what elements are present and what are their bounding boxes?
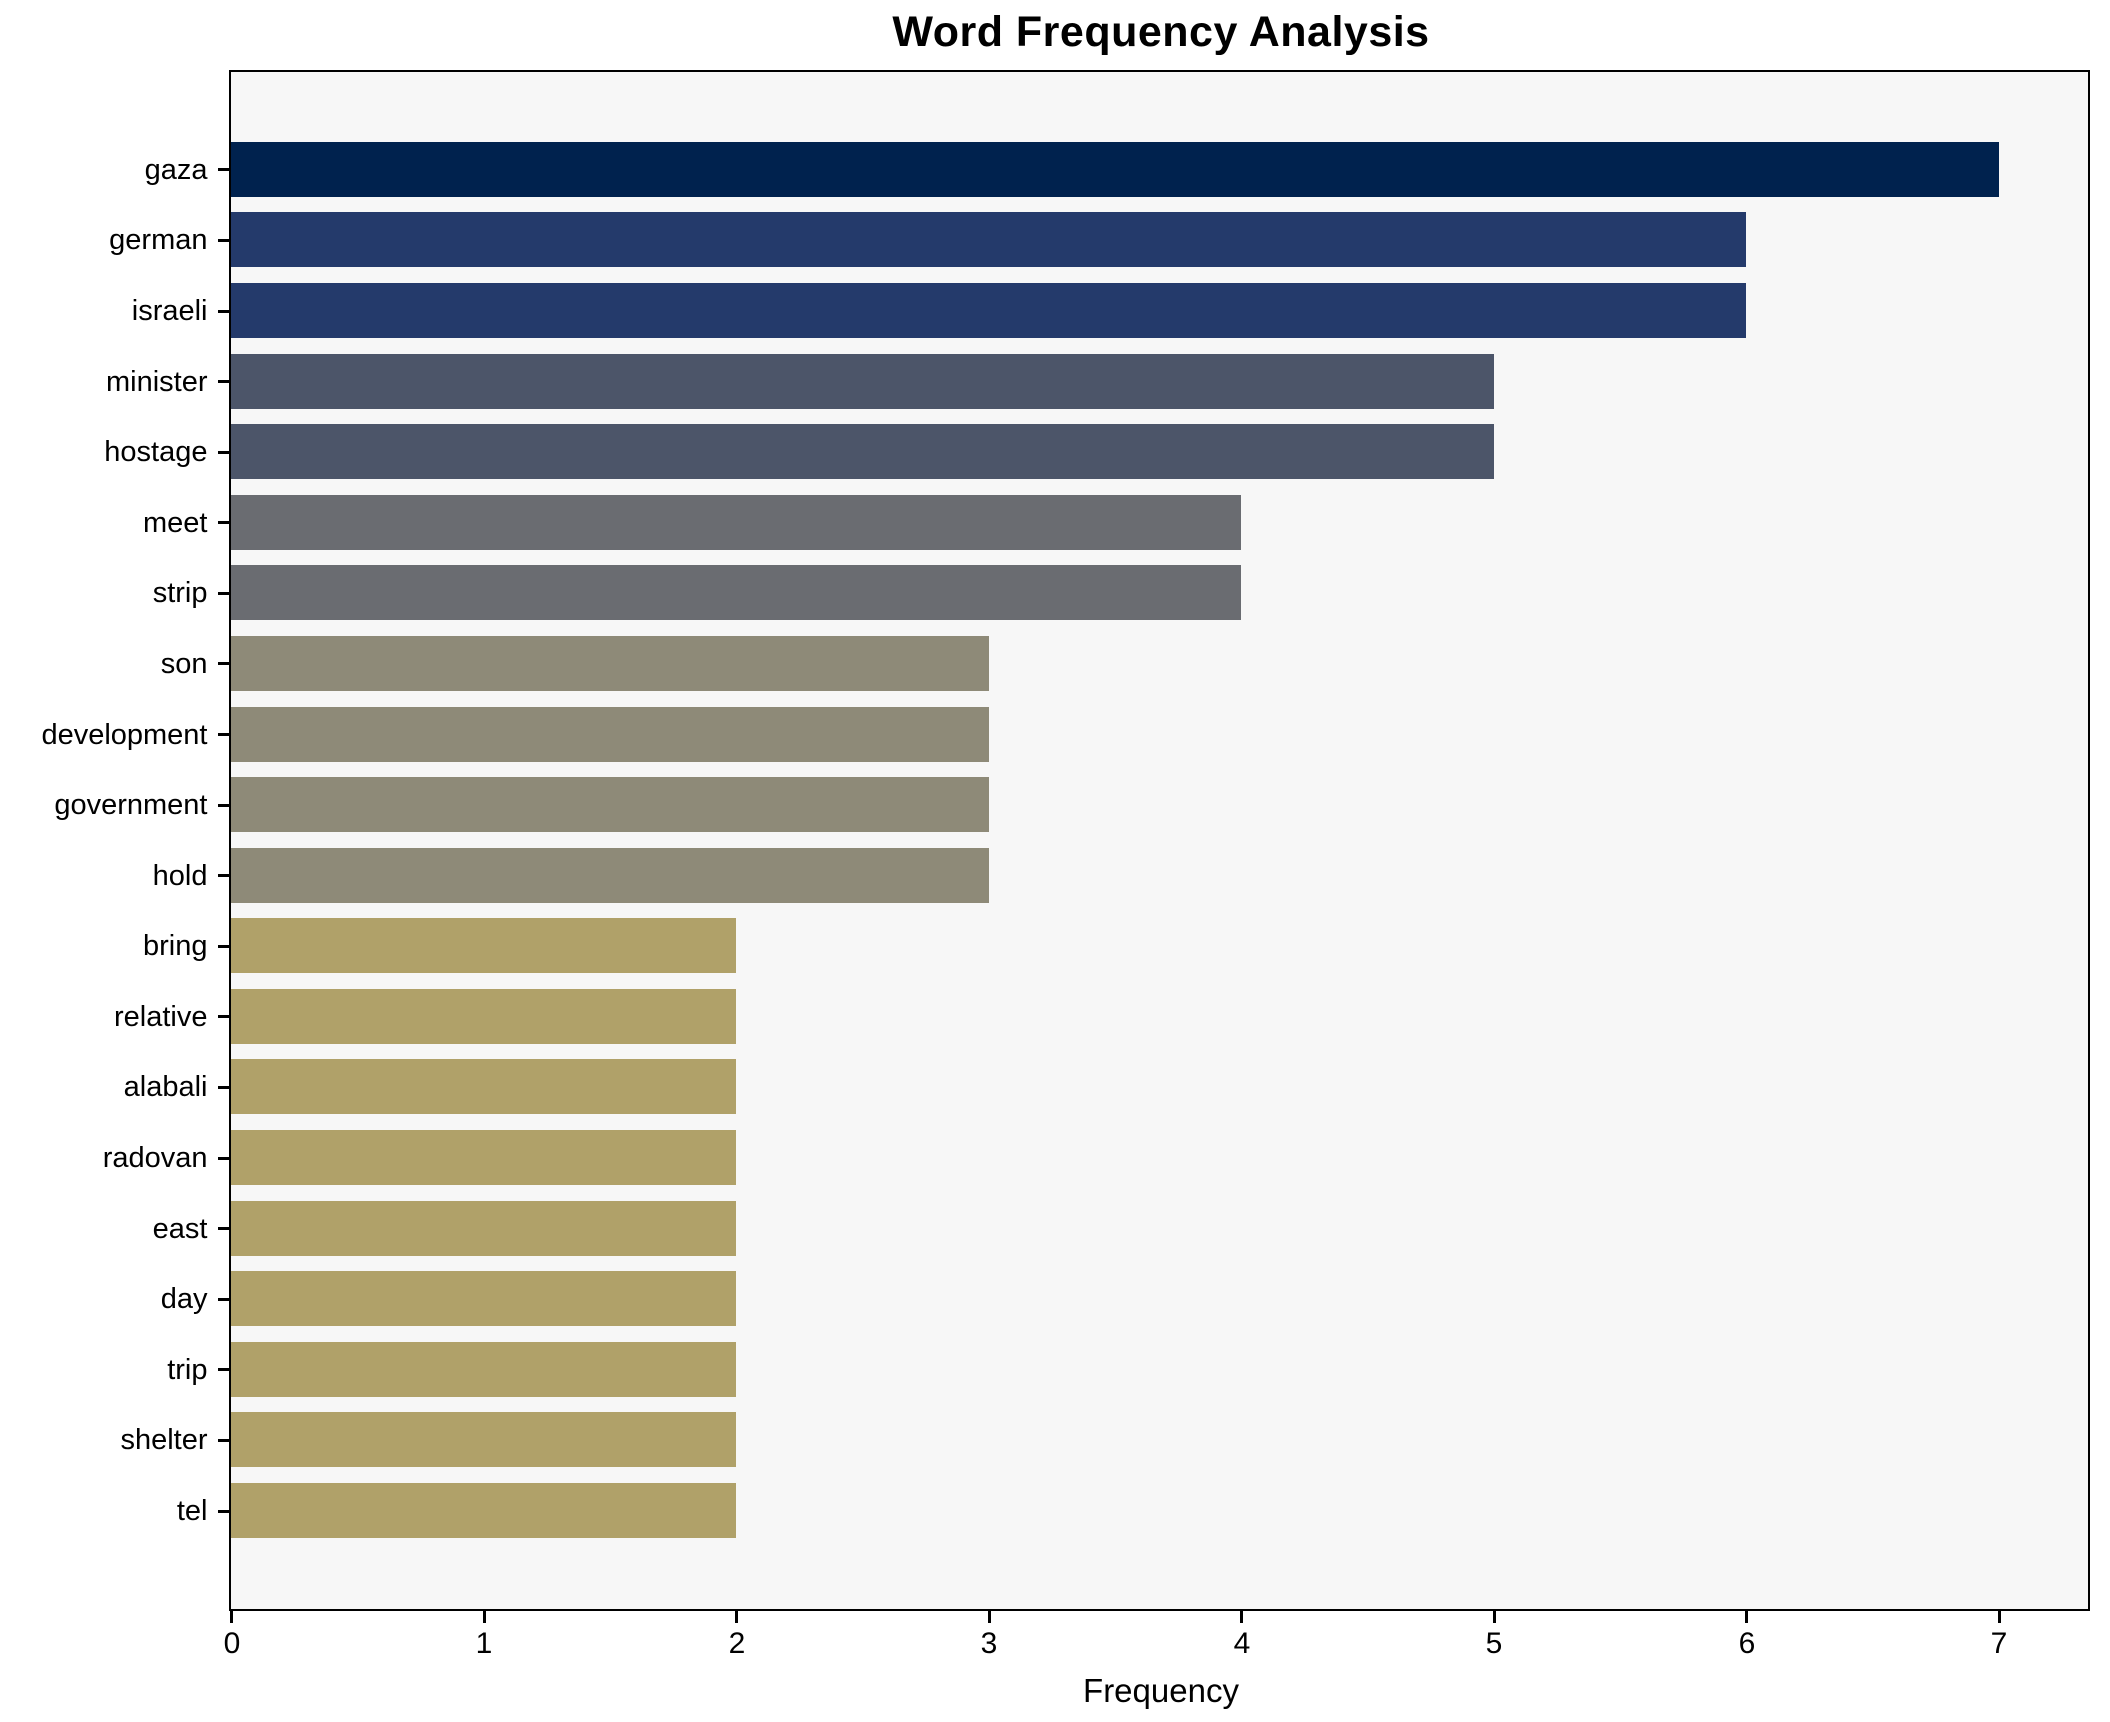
plot-area xyxy=(229,70,2090,1611)
bar-alabali xyxy=(231,1059,736,1114)
bar-government xyxy=(231,777,989,832)
x-tick-4 xyxy=(1240,1611,1243,1623)
y-tick-development xyxy=(217,733,230,736)
y-tick-east xyxy=(217,1227,230,1230)
x-tick-label-3: 3 xyxy=(980,1627,998,1660)
bar-hold xyxy=(231,848,989,903)
x-tick-label-1: 1 xyxy=(475,1627,493,1660)
y-tick-government xyxy=(217,804,230,807)
bar-east xyxy=(231,1201,736,1256)
x-axis-label: Frequency xyxy=(1083,1672,1239,1709)
y-label-tel: tel xyxy=(176,1495,208,1527)
y-tick-tel xyxy=(217,1510,230,1513)
y-label-alabali: alabali xyxy=(123,1071,208,1103)
y-tick-german xyxy=(217,239,230,242)
x-tick-6 xyxy=(1745,1611,1748,1623)
y-label-german: german xyxy=(109,224,208,256)
y-tick-radovan xyxy=(217,1157,230,1160)
bar-day xyxy=(231,1271,736,1326)
x-tick-1 xyxy=(483,1611,486,1623)
x-tick-5 xyxy=(1493,1611,1496,1623)
bar-israeli xyxy=(231,283,1746,338)
y-tick-israeli xyxy=(217,310,230,313)
y-tick-alabali xyxy=(217,1086,230,1089)
y-label-day: day xyxy=(160,1283,208,1315)
bar-trip xyxy=(231,1342,736,1397)
bar-development xyxy=(231,707,989,762)
y-label-shelter: shelter xyxy=(120,1424,208,1456)
y-tick-bring xyxy=(217,945,230,948)
y-tick-minister xyxy=(217,380,230,383)
y-label-israeli: israeli xyxy=(131,295,208,327)
x-tick-7 xyxy=(1998,1611,2001,1623)
bar-gaza xyxy=(231,142,1999,197)
y-label-relative: relative xyxy=(114,1001,208,1033)
y-label-strip: strip xyxy=(152,577,208,609)
y-tick-gaza xyxy=(217,168,230,171)
bar-bring xyxy=(231,918,736,973)
bar-german xyxy=(231,212,1746,267)
y-tick-meet xyxy=(217,521,230,524)
bar-radovan xyxy=(231,1130,736,1185)
y-tick-son xyxy=(217,662,230,665)
x-tick-label-6: 6 xyxy=(1738,1627,1756,1660)
y-tick-shelter xyxy=(217,1439,230,1442)
y-label-trip: trip xyxy=(167,1354,208,1386)
bar-meet xyxy=(231,495,1241,550)
bar-minister xyxy=(231,354,1494,409)
y-label-government: government xyxy=(54,789,208,821)
y-label-bring: bring xyxy=(143,930,208,962)
y-tick-relative xyxy=(217,1015,230,1018)
y-label-meet: meet xyxy=(143,507,208,539)
y-label-hostage: hostage xyxy=(104,436,208,468)
y-tick-day xyxy=(217,1298,230,1301)
x-tick-label-0: 0 xyxy=(223,1627,241,1660)
y-label-development: development xyxy=(41,719,208,751)
x-tick-3 xyxy=(988,1611,991,1623)
x-tick-2 xyxy=(735,1611,738,1623)
x-tick-label-4: 4 xyxy=(1233,1627,1251,1660)
y-tick-hostage xyxy=(217,451,230,454)
y-label-east: east xyxy=(152,1213,208,1245)
y-label-radovan: radovan xyxy=(102,1142,208,1174)
bar-shelter xyxy=(231,1412,736,1467)
bar-tel xyxy=(231,1483,736,1538)
x-tick-label-7: 7 xyxy=(1990,1627,2008,1660)
x-tick-label-5: 5 xyxy=(1485,1627,1503,1660)
y-tick-strip xyxy=(217,592,230,595)
bar-strip xyxy=(231,565,1241,620)
x-tick-label-2: 2 xyxy=(728,1627,746,1660)
y-label-hold: hold xyxy=(152,860,208,892)
bar-son xyxy=(231,636,989,691)
y-label-minister: minister xyxy=(105,366,208,398)
bar-relative xyxy=(231,989,736,1044)
y-tick-trip xyxy=(217,1368,230,1371)
x-tick-0 xyxy=(230,1611,233,1623)
y-label-son: son xyxy=(160,648,208,680)
chart-title: Word Frequency Analysis xyxy=(892,8,1430,56)
bar-hostage xyxy=(231,424,1494,479)
y-label-gaza: gaza xyxy=(144,154,208,186)
y-tick-hold xyxy=(217,874,230,877)
